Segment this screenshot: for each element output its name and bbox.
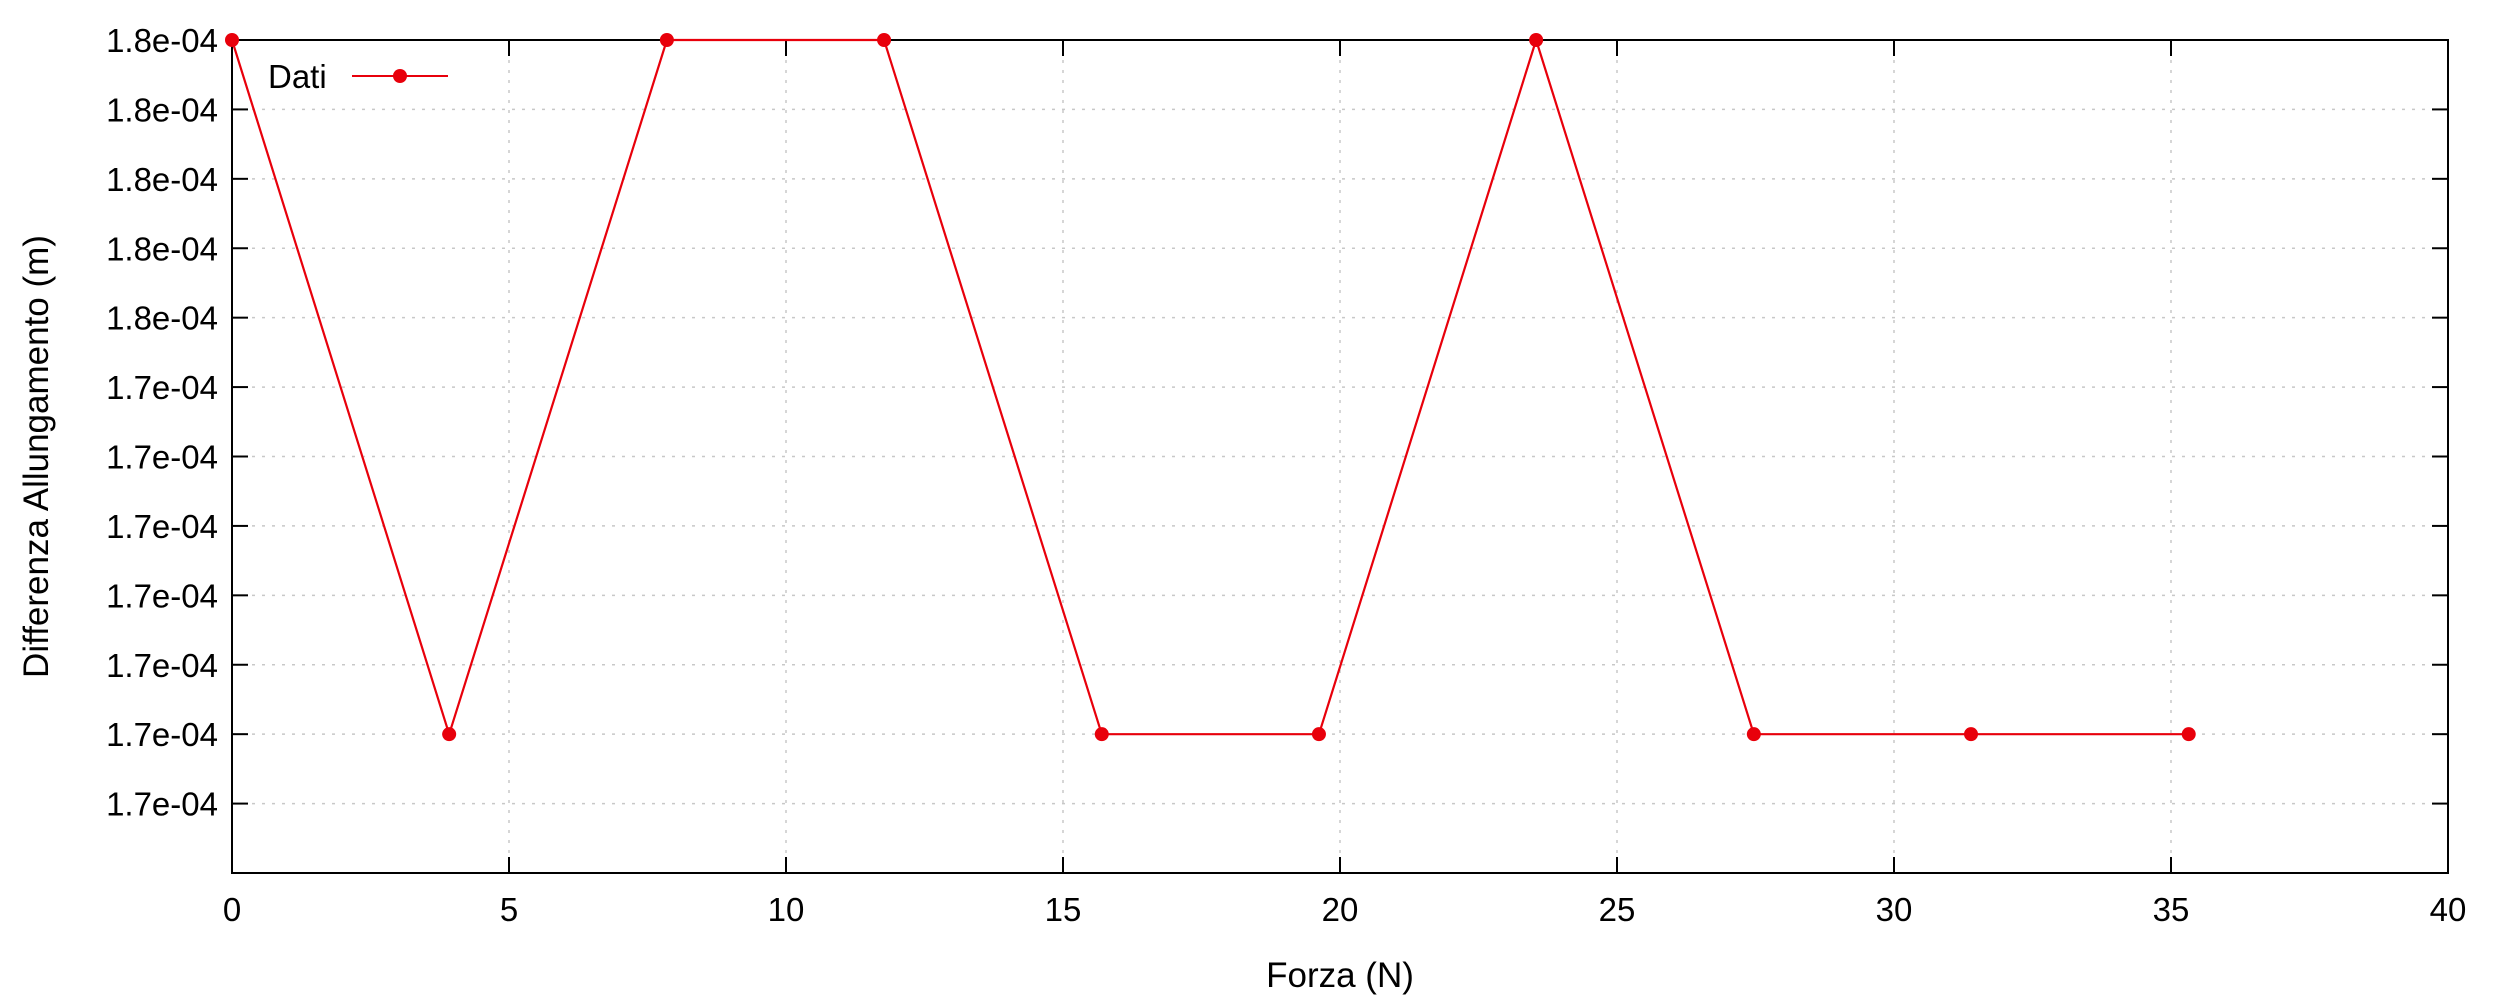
data-point bbox=[225, 33, 239, 47]
data-point bbox=[659, 33, 674, 47]
x-tick-label: 35 bbox=[2153, 891, 2190, 928]
data-point bbox=[1311, 727, 1326, 742]
series-group bbox=[225, 33, 2196, 742]
x-tick-label: 30 bbox=[1876, 891, 1913, 928]
series-line bbox=[230, 38, 2189, 736]
x-tick-label: 40 bbox=[2430, 891, 2467, 928]
data-point bbox=[1746, 727, 1761, 742]
y-tick-labels: 1.8e-04 1.8e-04 1.8e-04 1.8e-04 1.8e-04 1.7e-… bbox=[106, 22, 218, 823]
x-tick-label: 15 bbox=[1045, 891, 1082, 928]
x-tick-label: 5 bbox=[500, 891, 518, 928]
data-point bbox=[1529, 33, 1544, 47]
y-tick-label: 1.8e-04 bbox=[106, 300, 218, 337]
legend: Dati bbox=[268, 58, 448, 95]
axis-ticks bbox=[231, 39, 2449, 873]
x-axis-title: Forza (N) bbox=[1266, 956, 1414, 995]
x-tick-label: 20 bbox=[1322, 891, 1359, 928]
legend-marker bbox=[393, 69, 407, 83]
data-point bbox=[877, 33, 892, 47]
y-tick-label: 1.7e-04 bbox=[106, 786, 218, 823]
y-tick-label: 1.8e-04 bbox=[106, 230, 218, 267]
data-point bbox=[1094, 727, 1109, 742]
y-tick-label: 1.7e-04 bbox=[106, 716, 218, 753]
y-tick-label: 1.7e-04 bbox=[106, 439, 218, 476]
y-tick-label: 1.8e-04 bbox=[106, 22, 218, 59]
x-tick-labels: 0 5 10 15 20 25 30 35 40 bbox=[223, 891, 2467, 928]
x-tick-label: 0 bbox=[223, 891, 241, 928]
y-axis-title: Differenza Allungamento (m) bbox=[17, 235, 56, 678]
grid bbox=[232, 40, 2448, 873]
data-point bbox=[2181, 727, 2196, 742]
y-tick-label: 1.7e-04 bbox=[106, 647, 218, 684]
y-tick-label: 1.8e-04 bbox=[106, 91, 218, 128]
data-point bbox=[1964, 727, 1979, 742]
x-tick-label: 25 bbox=[1599, 891, 1636, 928]
y-tick-label: 1.7e-04 bbox=[106, 508, 218, 545]
y-tick-label: 1.8e-04 bbox=[106, 161, 218, 198]
x-tick-label: 10 bbox=[768, 891, 805, 928]
y-tick-label: 1.7e-04 bbox=[106, 369, 218, 406]
legend-label: Dati bbox=[268, 58, 327, 95]
data-point bbox=[442, 727, 457, 742]
y-tick-label: 1.7e-04 bbox=[106, 577, 218, 614]
